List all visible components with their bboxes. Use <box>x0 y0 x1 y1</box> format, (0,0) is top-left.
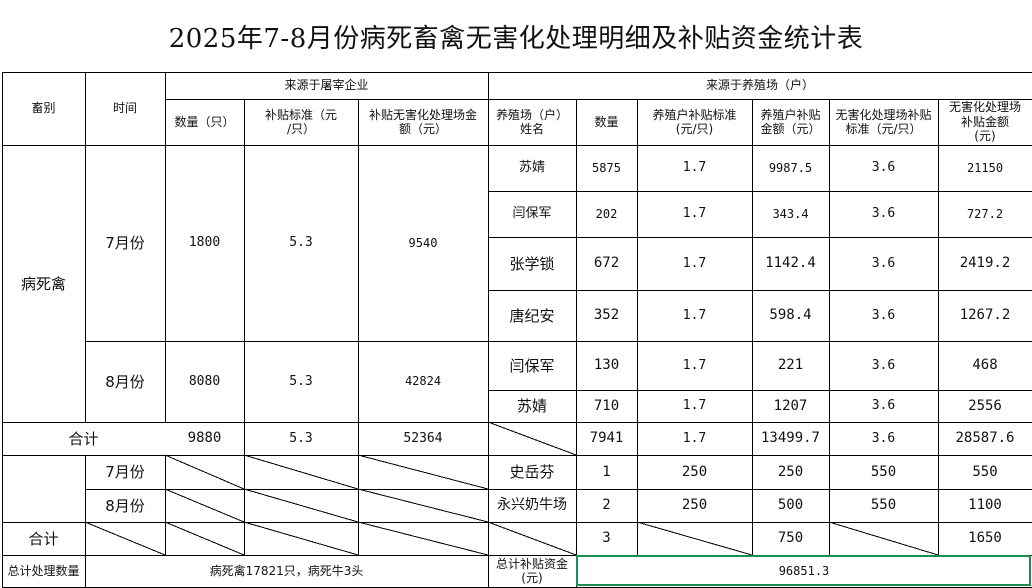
farm-name: 苏婧 <box>516 397 547 415</box>
farm-std: 1.7 <box>682 398 707 414</box>
farm-name: 张学锁 <box>509 254 555 273</box>
farm-qty: 1 <box>602 463 611 480</box>
farm-amount: 1142.4 <box>765 255 816 272</box>
plant-amount: 2419.2 <box>959 255 1011 272</box>
total-plant-amount: 28587.6 <box>955 430 1015 447</box>
plant-std: 3.6 <box>871 398 896 414</box>
header-farm-group: 来源于养殖场（户） <box>705 78 814 93</box>
plant-amount: 550 <box>972 463 998 480</box>
plant-std: 3.6 <box>871 357 896 373</box>
header-slaughter-group: 来源于屠宰企业 <box>284 78 369 93</box>
farm-std: 1.7 <box>682 206 707 222</box>
total-farm-std: 1.7 <box>682 430 707 446</box>
plant-amount: 2556 <box>968 397 1002 414</box>
farm-qty: 5875 <box>592 160 621 175</box>
month-august: 8月份 <box>105 496 145 515</box>
header-farm-name: 养殖场（户） 姓名 <box>495 107 568 136</box>
farm-amount: 598.4 <box>769 307 812 324</box>
header-farm-std: 养殖户补贴标准 (元/只) <box>652 107 737 136</box>
total-farm-qty: 3 <box>602 530 611 547</box>
month-august: 8月份 <box>105 372 145 391</box>
plant-std: 550 <box>870 463 897 480</box>
farm-name: 闫保军 <box>512 206 552 222</box>
subsidy-total-label: 总计补贴资金 (元) <box>495 556 568 585</box>
total-slaughter-qty: 9880 <box>187 430 222 447</box>
plant-amount: 1267.2 <box>959 307 1011 324</box>
page-title: 2025年7-8月份病死畜禽无害化处理明细及补贴资金统计表 <box>168 23 864 54</box>
aug-slaughter-qty: 8080 <box>188 373 221 389</box>
farm-amount: 1207 <box>773 397 808 414</box>
farm-qty: 672 <box>593 255 620 272</box>
total-label: 合计 <box>68 429 99 448</box>
plant-std: 3.6 <box>871 255 896 271</box>
farm-name: 唐纪安 <box>509 306 555 325</box>
month-july: 7月份 <box>105 463 145 481</box>
header-farm-amount: 养殖户补贴 金额（元） <box>760 107 821 136</box>
header-slaughter-std: 补贴标准（元 /只） <box>264 107 337 136</box>
total-plant-std: 3.6 <box>871 430 896 446</box>
total-farm-amount: 13499.7 <box>760 430 820 447</box>
plant-std: 550 <box>870 497 897 514</box>
total-plant-amount: 1650 <box>968 530 1002 547</box>
farm-name: 闫保军 <box>509 356 555 375</box>
farm-std: 1.7 <box>682 307 707 323</box>
total-farm-amount: 750 <box>777 530 804 547</box>
farm-qty: 710 <box>593 397 620 414</box>
farm-qty: 202 <box>595 206 618 221</box>
farm-amount: 343.4 <box>772 206 809 221</box>
plant-amount: 1100 <box>968 497 1002 514</box>
farm-amount: 9987.5 <box>768 160 813 175</box>
aug-slaughter-amount: 42824 <box>404 374 442 389</box>
header-time: 时间 <box>112 101 137 116</box>
july-slaughter-std: 5.3 <box>289 235 313 251</box>
farm-std: 1.7 <box>682 160 707 176</box>
plant-std: 3.6 <box>871 160 896 176</box>
july-slaughter-qty: 1800 <box>188 235 221 251</box>
selected-cell-highlight <box>576 555 1031 586</box>
header-slaughter-amount: 补贴无害化处理场金 额（元） <box>368 107 477 136</box>
plant-amount: 21150 <box>966 160 1004 175</box>
total-farm-qty: 7941 <box>589 430 624 447</box>
grand-total-label: 总计处理数量 <box>7 563 80 578</box>
farm-std: 1.7 <box>682 357 707 373</box>
farm-amount: 500 <box>777 497 804 514</box>
category-dead-poultry: 病死禽 <box>20 274 66 293</box>
plant-amount: 468 <box>972 357 998 374</box>
farm-std: 250 <box>681 497 708 514</box>
subsidy-total-value[interactable]: 96851.3 <box>778 563 830 578</box>
july-slaughter-amount: 9540 <box>408 235 438 250</box>
plant-amount: 727.2 <box>966 206 1004 221</box>
plant-std: 3.6 <box>871 206 896 222</box>
total-label: 合计 <box>28 529 59 548</box>
farm-amount: 250 <box>777 463 804 480</box>
header-plant-amount: 无害化处理场 补贴金额 (元) <box>948 100 1021 144</box>
farm-qty: 352 <box>593 307 620 324</box>
farm-qty: 130 <box>593 357 620 374</box>
farm-name: 永兴奶牛场 <box>497 497 567 514</box>
farm-name: 史岳芬 <box>509 463 555 481</box>
total-slaughter-std: 5.3 <box>289 430 313 446</box>
farm-std: 1.7 <box>682 255 707 271</box>
plant-std: 3.6 <box>871 307 896 323</box>
header-slaughter-qty: 数量（只） <box>174 114 235 129</box>
farm-name: 苏婧 <box>518 160 545 176</box>
grand-total-value: 病死禽17821只，病死牛3头 <box>209 563 364 578</box>
month-july: 7月份 <box>105 234 145 252</box>
aug-slaughter-std: 5.3 <box>289 373 313 389</box>
header-farm-qty: 数量 <box>594 114 619 129</box>
farm-qty: 2 <box>602 497 611 514</box>
header-plant-std: 无害化处理场补贴 标准（元/只） <box>835 107 932 136</box>
farm-std: 250 <box>681 463 708 480</box>
farm-amount: 221 <box>777 357 804 374</box>
header-category: 畜别 <box>31 101 56 116</box>
total-slaughter-amount: 52364 <box>403 430 443 446</box>
